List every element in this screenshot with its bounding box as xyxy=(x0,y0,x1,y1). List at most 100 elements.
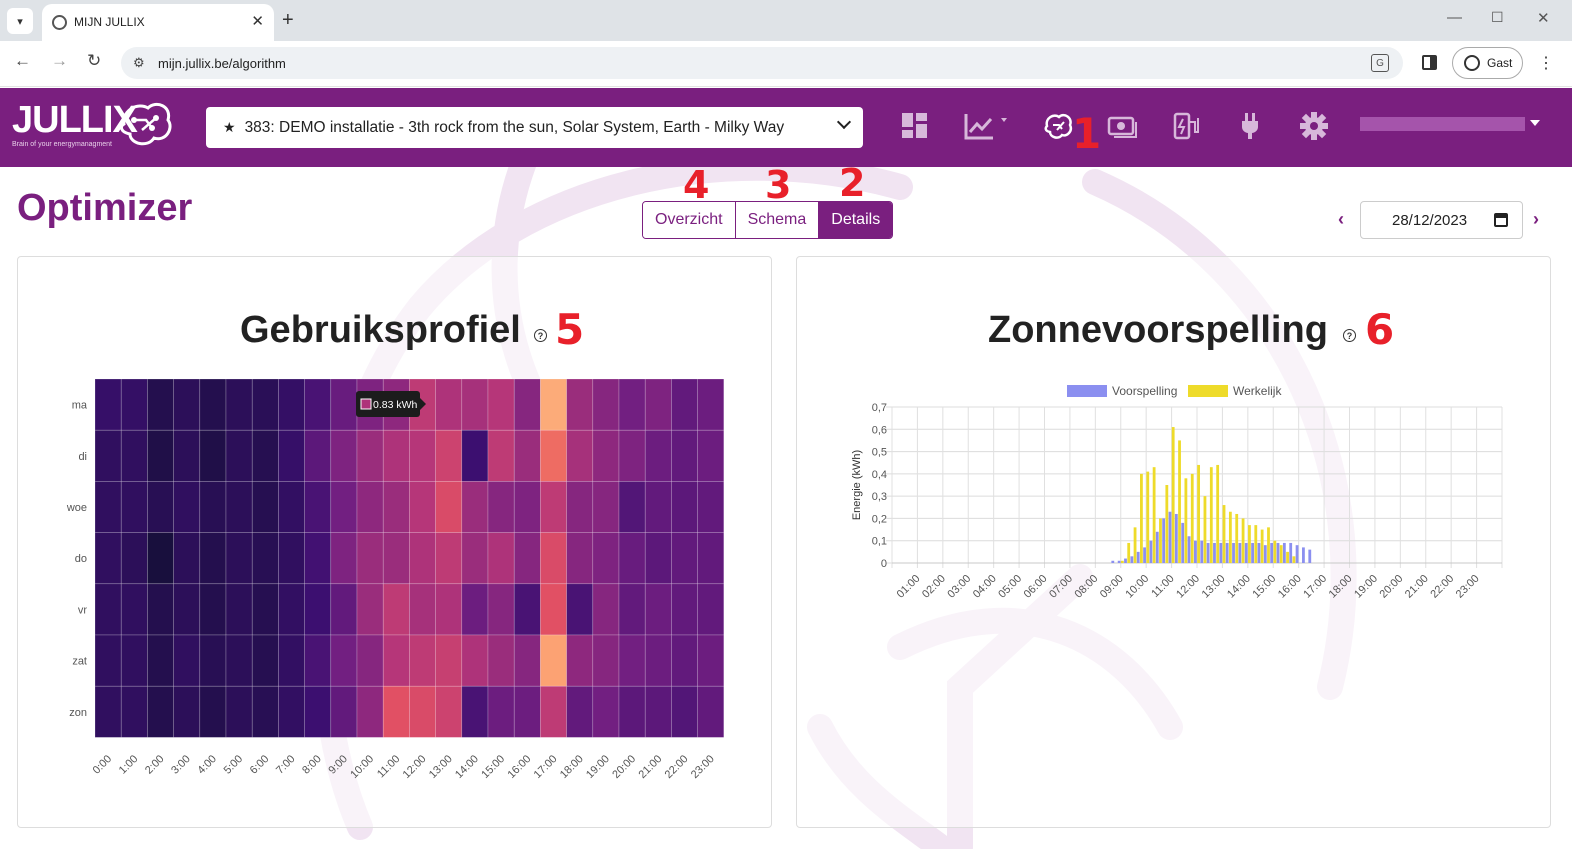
heatmap-cell xyxy=(540,378,567,431)
next-day-icon[interactable]: › xyxy=(1533,209,1539,229)
tab-details[interactable]: Details xyxy=(819,202,893,238)
heatmap-cell xyxy=(94,634,122,687)
maximize-icon[interactable]: ☐ xyxy=(1491,9,1504,25)
heatmap-cell xyxy=(251,685,279,738)
heatmap-cell xyxy=(618,429,646,482)
heatmap-cell xyxy=(409,583,436,636)
installation-select[interactable]: ★ 383: DEMO installatie - 3th rock from … xyxy=(206,107,863,148)
chart-dropdown-icon[interactable] xyxy=(963,110,1013,142)
brain-icon[interactable] xyxy=(1042,110,1074,142)
ev-charger-icon[interactable] xyxy=(1170,110,1202,142)
heatmap-cell xyxy=(330,634,358,687)
heatmap-cell xyxy=(356,685,384,738)
minimize-icon[interactable]: — xyxy=(1447,9,1462,26)
actual-bar xyxy=(1248,525,1251,563)
browser-menu-icon[interactable]: ⋮ xyxy=(1538,55,1554,72)
forecast-bar xyxy=(1187,536,1191,563)
heatmap-cell xyxy=(382,634,410,687)
heatmap-cell xyxy=(487,481,515,533)
x-tick-label: 20:00 xyxy=(1378,573,1406,601)
heatmap-cell xyxy=(304,532,332,585)
heatmap-cell xyxy=(199,429,227,482)
reload-icon[interactable]: ↻ xyxy=(87,51,102,70)
previous-day-icon[interactable]: ‹ xyxy=(1338,209,1344,229)
gear-icon[interactable] xyxy=(1298,110,1330,142)
plug-icon[interactable] xyxy=(1234,110,1266,142)
x-tick-label: 05:00 xyxy=(996,573,1024,601)
heatmap-cell xyxy=(251,583,279,636)
actual-bar xyxy=(1260,529,1264,563)
heatmap-cell xyxy=(618,481,646,533)
money-icon[interactable] xyxy=(1106,110,1138,142)
heatmap-cell xyxy=(225,532,253,585)
caret-down-icon[interactable] xyxy=(1530,120,1540,126)
heatmap-cell xyxy=(697,685,725,738)
calendar-icon[interactable] xyxy=(1494,213,1508,227)
heatmap-cell xyxy=(409,634,436,687)
address-bar[interactable]: ⚙ mijn.jullix.be/algorithm G xyxy=(121,47,1403,79)
forecast-bar xyxy=(1238,542,1242,563)
heatmap-cell xyxy=(644,532,672,585)
y-tick-label: 0,3 xyxy=(872,491,887,503)
close-tab-icon[interactable]: ✕ xyxy=(251,13,264,30)
close-window-icon[interactable]: ✕ xyxy=(1537,10,1550,27)
heatmap-cell xyxy=(382,532,410,585)
user-menu-redacted[interactable] xyxy=(1360,117,1525,131)
forecast-bar xyxy=(1282,542,1286,563)
heatmap-cell xyxy=(435,481,463,533)
forecast-bar xyxy=(1149,540,1153,563)
heatmap-cell xyxy=(94,481,122,533)
translate-icon[interactable]: G xyxy=(1371,54,1389,72)
help-icon[interactable]: ? xyxy=(1343,329,1356,342)
heatmap-cell xyxy=(330,429,358,482)
y-tick-label: 0,6 xyxy=(872,424,887,436)
site-info-icon[interactable]: ⚙ xyxy=(133,55,145,70)
tab-overzicht[interactable]: Overzicht xyxy=(643,202,736,238)
jullix-logo[interactable]: JULLIX Brain of your energymanagment xyxy=(12,100,172,148)
forecast-bar xyxy=(1232,542,1235,563)
tab-schema[interactable]: Schema xyxy=(735,202,820,238)
heatmap-cell xyxy=(94,583,122,636)
heatmap-cell xyxy=(173,378,201,431)
help-icon[interactable]: ? xyxy=(534,329,547,342)
heatmap-cell xyxy=(147,634,174,687)
heatmap-cell xyxy=(409,685,436,738)
heatmap-cell xyxy=(330,481,358,533)
heatmap-cell xyxy=(199,634,227,687)
heatmap-cell xyxy=(618,583,646,636)
heatmap-cell xyxy=(644,685,672,738)
side-panel-icon[interactable] xyxy=(1422,55,1437,70)
actual-bar xyxy=(1241,518,1245,563)
heatmap-cell xyxy=(304,583,332,636)
x-tick-label: 14:00 xyxy=(1225,573,1253,601)
tab-search-button[interactable]: ▾ xyxy=(7,8,33,34)
browser-tab[interactable]: MIJN JULLIX ✕ xyxy=(42,4,274,41)
back-arrow-icon[interactable]: ← xyxy=(14,51,31,70)
chart-legend: Voorspelling Werkelijk xyxy=(1067,384,1282,398)
heatmap-cell xyxy=(697,378,725,431)
heatmap-column-label: 11:00 xyxy=(375,753,402,780)
profile-button[interactable]: Gast xyxy=(1452,47,1523,79)
heatmap-cell xyxy=(566,532,594,585)
heatmap-cell xyxy=(671,429,698,482)
x-tick-label: 04:00 xyxy=(971,573,999,601)
heatmap-cell xyxy=(592,532,620,585)
heatmap-cell xyxy=(94,378,122,431)
tooltip-text: 0.83 kWh xyxy=(373,399,418,411)
x-tick-label: 12:00 xyxy=(1174,573,1202,601)
forward-arrow-icon[interactable]: → xyxy=(51,51,68,70)
heatmap-cell xyxy=(94,685,122,738)
dashboard-icon[interactable] xyxy=(899,110,931,142)
url-text[interactable]: mijn.jullix.be/algorithm xyxy=(158,56,286,71)
actual-bar xyxy=(1273,540,1277,563)
heatmap-cell xyxy=(435,429,463,482)
new-tab-button[interactable]: + xyxy=(282,9,294,31)
actual-bar xyxy=(1178,440,1181,563)
heatmap-column-label: 3:00 xyxy=(169,753,193,777)
date-input[interactable]: 28/12/2023 xyxy=(1360,201,1523,239)
heatmap-column-label: 22:00 xyxy=(663,753,691,781)
optimizer-page: Optimizer Overzicht Schema Details 4 3 2… xyxy=(0,167,1572,849)
x-tick-label: 17:00 xyxy=(1301,573,1329,601)
heatmap-cell xyxy=(461,583,489,636)
heatmap-cell xyxy=(382,429,410,482)
